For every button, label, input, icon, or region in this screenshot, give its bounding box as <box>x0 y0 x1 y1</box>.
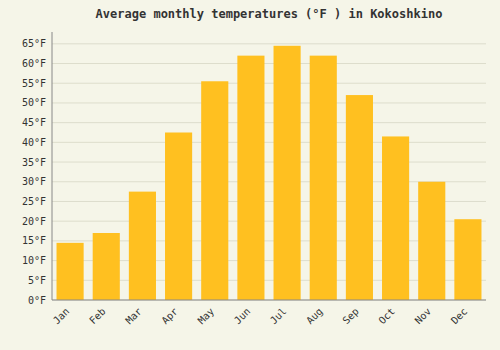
x-tick-label: Dec <box>449 306 470 327</box>
x-tick-label: Jan <box>51 306 72 327</box>
bar <box>274 46 301 300</box>
y-tick-label: 55°F <box>22 78 46 89</box>
x-tick-label: Oct <box>376 306 397 327</box>
y-tick-label: 30°F <box>22 176 46 187</box>
x-tick-label: May <box>196 306 217 327</box>
grid-line <box>52 300 486 301</box>
bar <box>237 56 264 300</box>
y-tick-label: 10°F <box>22 255 46 266</box>
grid-line <box>52 102 486 103</box>
bar <box>382 136 409 300</box>
x-tick-label: Sep <box>340 306 361 327</box>
y-tick-label: 25°F <box>22 196 46 207</box>
y-tick-label: 15°F <box>22 235 46 246</box>
background <box>0 0 500 350</box>
grid-line <box>52 122 486 123</box>
grid-line <box>52 43 486 44</box>
y-tick-label: 20°F <box>22 216 46 227</box>
grid-line <box>52 142 486 143</box>
y-tick-label: 5°F <box>28 275 46 286</box>
bar <box>129 192 156 300</box>
y-axis: 0°F 5°F 10°F 15°F 20°F 25°F 30°F 35°F 40°F 45°F 50… <box>22 32 486 306</box>
x-tick-label: Feb <box>87 306 108 327</box>
bar <box>57 243 84 300</box>
grid-line <box>52 83 486 84</box>
bar <box>346 95 373 300</box>
bar <box>310 56 337 300</box>
x-tick-label: Mar <box>123 306 144 327</box>
title: Average monthly temperatures (°F ) in Ko… <box>96 7 443 21</box>
x-tick-label: Aug <box>304 306 325 327</box>
bar <box>454 219 481 300</box>
y-tick-label: 40°F <box>22 137 46 148</box>
grid-line <box>52 63 486 64</box>
y-tick-label: 65°F <box>22 38 46 49</box>
y-tick-label: 50°F <box>22 97 46 108</box>
bar <box>201 81 228 300</box>
x-tick-label: Jun <box>232 306 253 327</box>
bar <box>165 133 192 301</box>
x-tick-label: Apr <box>159 306 180 327</box>
bar <box>93 233 120 300</box>
chart: Average monthly temperatures (°F ) in Ko… <box>0 0 500 350</box>
x-tick-label: Jul <box>268 306 289 327</box>
x-tick-label: Nov <box>413 306 434 327</box>
y-tick-label: 35°F <box>22 157 46 168</box>
y-tick-label: 60°F <box>22 58 46 69</box>
grid-line <box>52 162 486 163</box>
bars <box>57 46 482 300</box>
y-tick-label: 0°F <box>28 295 46 306</box>
y-tick-label: 45°F <box>22 117 46 128</box>
x-axis-line <box>52 300 486 301</box>
y-axis-line <box>52 32 53 300</box>
x-axis: Jan Feb Mar Apr May Jun Jul Aug Sep Oct Nov Dec <box>51 300 486 326</box>
bar <box>418 182 445 300</box>
